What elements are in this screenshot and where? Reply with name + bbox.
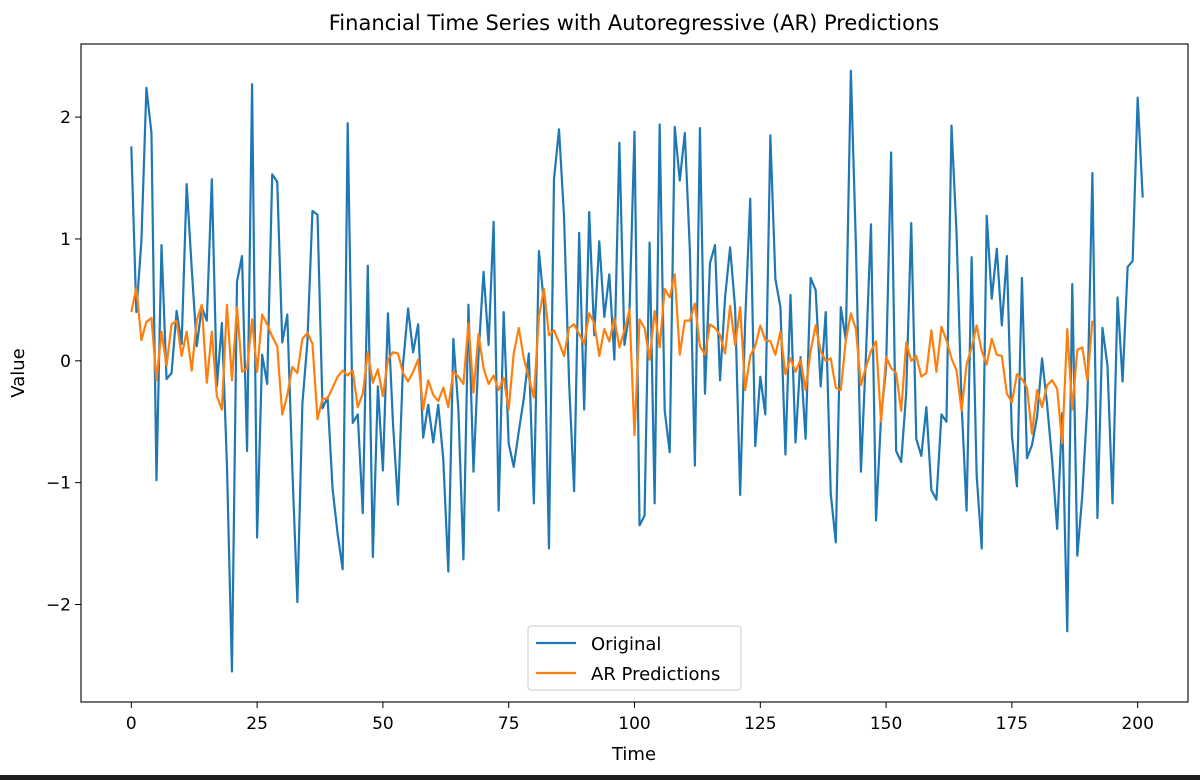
chart-title: Financial Time Series with Autoregressiv… xyxy=(329,11,939,35)
legend-label-ar-predictions: AR Predictions xyxy=(591,664,720,685)
y-tick-label: −1 xyxy=(46,474,71,494)
window-bottom-border xyxy=(0,775,1200,780)
legend-label-original: Original xyxy=(591,634,661,655)
y-tick-label: 2 xyxy=(60,108,71,128)
legend: Original AR Predictions xyxy=(527,625,742,691)
axis-ticks: 0 25 50 75 100 125 150 175 200 −2 −1 0 1 2 xyxy=(46,108,1154,734)
x-tick-label: 25 xyxy=(246,714,268,734)
y-tick-label: 0 xyxy=(60,352,71,372)
series-line-ar-predictions xyxy=(130,273,1094,445)
y-axis-title: Value xyxy=(8,348,29,397)
y-tick-label: 1 xyxy=(60,230,71,250)
plot-frame xyxy=(80,43,1189,703)
legend-box xyxy=(527,625,742,691)
x-tick-label: 200 xyxy=(1121,714,1153,734)
series-line-original xyxy=(130,69,1144,673)
x-tick-label: 175 xyxy=(996,714,1028,734)
x-tick-label: 50 xyxy=(372,714,394,734)
x-tick-label: 150 xyxy=(870,714,902,734)
series-layer xyxy=(130,69,1144,673)
x-tick-label: 125 xyxy=(744,714,776,734)
x-axis-title: Time xyxy=(611,744,656,765)
x-tick-label: 75 xyxy=(498,714,520,734)
y-tick-label: −2 xyxy=(46,596,71,616)
x-tick-label: 100 xyxy=(618,714,650,734)
x-tick-label: 0 xyxy=(126,714,137,734)
